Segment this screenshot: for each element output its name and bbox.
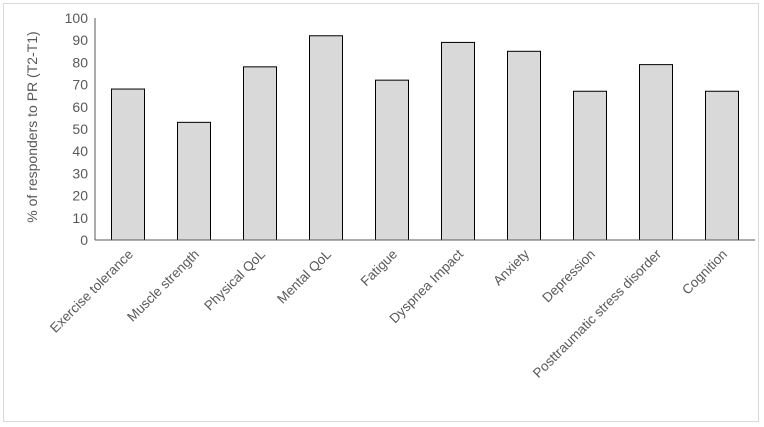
- y-tick-label: 70: [72, 77, 88, 93]
- bars: [111, 35, 739, 241]
- category-label: Posttraumatic stress disorder: [530, 246, 665, 381]
- category-label: Exercise tolerance: [47, 247, 136, 336]
- bar: [573, 90, 607, 241]
- bar: [705, 90, 739, 241]
- bar: [309, 35, 343, 241]
- category-label: Fatigue: [358, 247, 400, 289]
- y-tick-label: 80: [72, 54, 88, 70]
- bar: [639, 64, 673, 241]
- bar: [441, 41, 475, 241]
- bar: [375, 79, 409, 241]
- y-axis-title: % of responders to PR (T2-T1): [24, 31, 40, 222]
- y-tick-label: 100: [65, 10, 89, 26]
- bar: [111, 88, 145, 241]
- category-label: Mental QoL: [274, 246, 334, 306]
- category-label: Cognition: [679, 247, 730, 298]
- y-tick-label: 0: [80, 232, 88, 248]
- category-label: Muscle strength: [124, 247, 202, 325]
- bar: [243, 66, 277, 241]
- y-tick-label: 20: [72, 188, 88, 204]
- category-label: Depression: [539, 247, 598, 306]
- y-tick-label: 40: [72, 143, 88, 159]
- category-label: Physical QoL: [201, 246, 268, 313]
- category-label: Anxiety: [490, 246, 532, 288]
- y-tick-labels: 0 10 20 30 40 50 60 70 80 90 100: [65, 10, 89, 248]
- y-tick-label: 50: [72, 121, 88, 137]
- y-tick-label: 60: [72, 99, 88, 115]
- y-tick-label: 90: [72, 32, 88, 48]
- bar: [507, 50, 541, 241]
- y-tick-label: 10: [72, 210, 88, 226]
- y-tick-label: 30: [72, 165, 88, 181]
- bar: [177, 121, 211, 241]
